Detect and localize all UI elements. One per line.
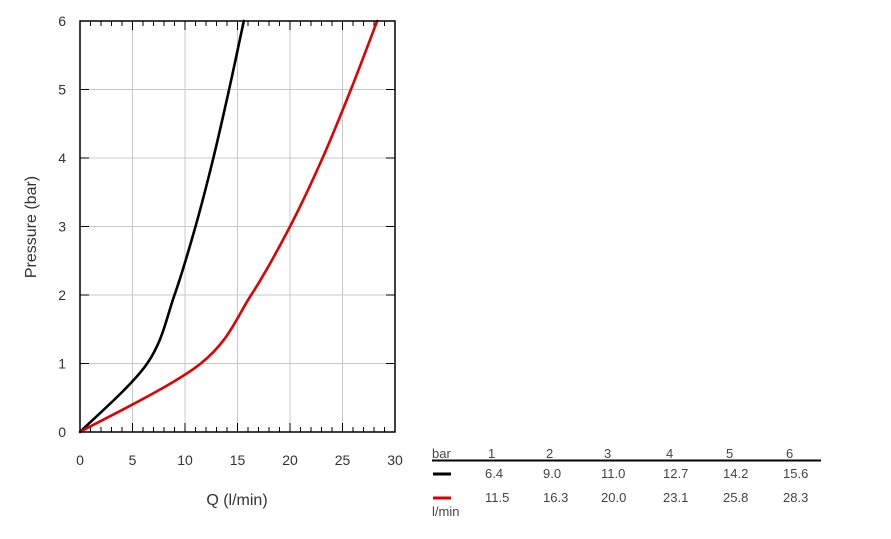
data-table: bar l/min 1 2 3 4 5 6 6.4 9.0 11.0 12.7 14.2 15.6 11… xyxy=(432,446,821,519)
table-pressure-header: 1 xyxy=(488,446,495,461)
table-cell: 12.7 xyxy=(663,466,688,481)
y-tick-label: 0 xyxy=(58,424,66,440)
grid xyxy=(80,21,395,432)
x-tick-label: 20 xyxy=(282,452,298,468)
table-cell: 28.3 xyxy=(783,490,808,505)
series-group xyxy=(78,19,379,434)
y-tick-label: 6 xyxy=(58,13,66,29)
table-pressure-header: 2 xyxy=(546,446,553,461)
table-pressure-header: 3 xyxy=(604,446,611,461)
y-tick-label: 1 xyxy=(58,356,66,372)
table-pressure-header: 5 xyxy=(726,446,733,461)
series-line-2 xyxy=(78,19,379,434)
table-cell: 20.0 xyxy=(601,490,626,505)
x-tick-label: 0 xyxy=(76,452,84,468)
y-tick-label: 5 xyxy=(58,82,66,98)
table-cell: 25.8 xyxy=(723,490,748,505)
y-axis-label: Pressure (bar) xyxy=(23,176,40,278)
x-axis-label: Q (l/min) xyxy=(206,492,267,509)
y-tick-label: 4 xyxy=(58,150,66,166)
table-cell: 11.5 xyxy=(485,490,509,505)
tick-labels: 0 5 10 15 20 25 30 0 1 2 3 4 5 6 xyxy=(58,13,403,468)
x-tick-label: 30 xyxy=(387,452,403,468)
y-tick-label: 3 xyxy=(58,219,66,235)
x-tick-label: 25 xyxy=(335,452,351,468)
table-cell: 11.0 xyxy=(601,466,625,481)
table-unit-label: l/min xyxy=(432,504,459,519)
plot-frame xyxy=(79,20,396,433)
table-cell: 9.0 xyxy=(543,466,561,481)
x-tick-label: 15 xyxy=(230,452,246,468)
table-cell: 15.6 xyxy=(783,466,808,481)
table-cell: 14.2 xyxy=(723,466,748,481)
series-line-1 xyxy=(78,19,246,434)
table-pressure-header: 6 xyxy=(786,446,793,461)
table-pressure-header: 4 xyxy=(666,446,673,461)
x-tick-label: 5 xyxy=(129,452,137,468)
table-cell: 16.3 xyxy=(543,490,568,505)
x-tick-label: 10 xyxy=(177,452,193,468)
table-cell: 23.1 xyxy=(663,490,688,505)
table-cell: 6.4 xyxy=(485,466,503,481)
table-header-label: bar xyxy=(432,446,451,461)
y-tick-label: 2 xyxy=(58,287,66,303)
